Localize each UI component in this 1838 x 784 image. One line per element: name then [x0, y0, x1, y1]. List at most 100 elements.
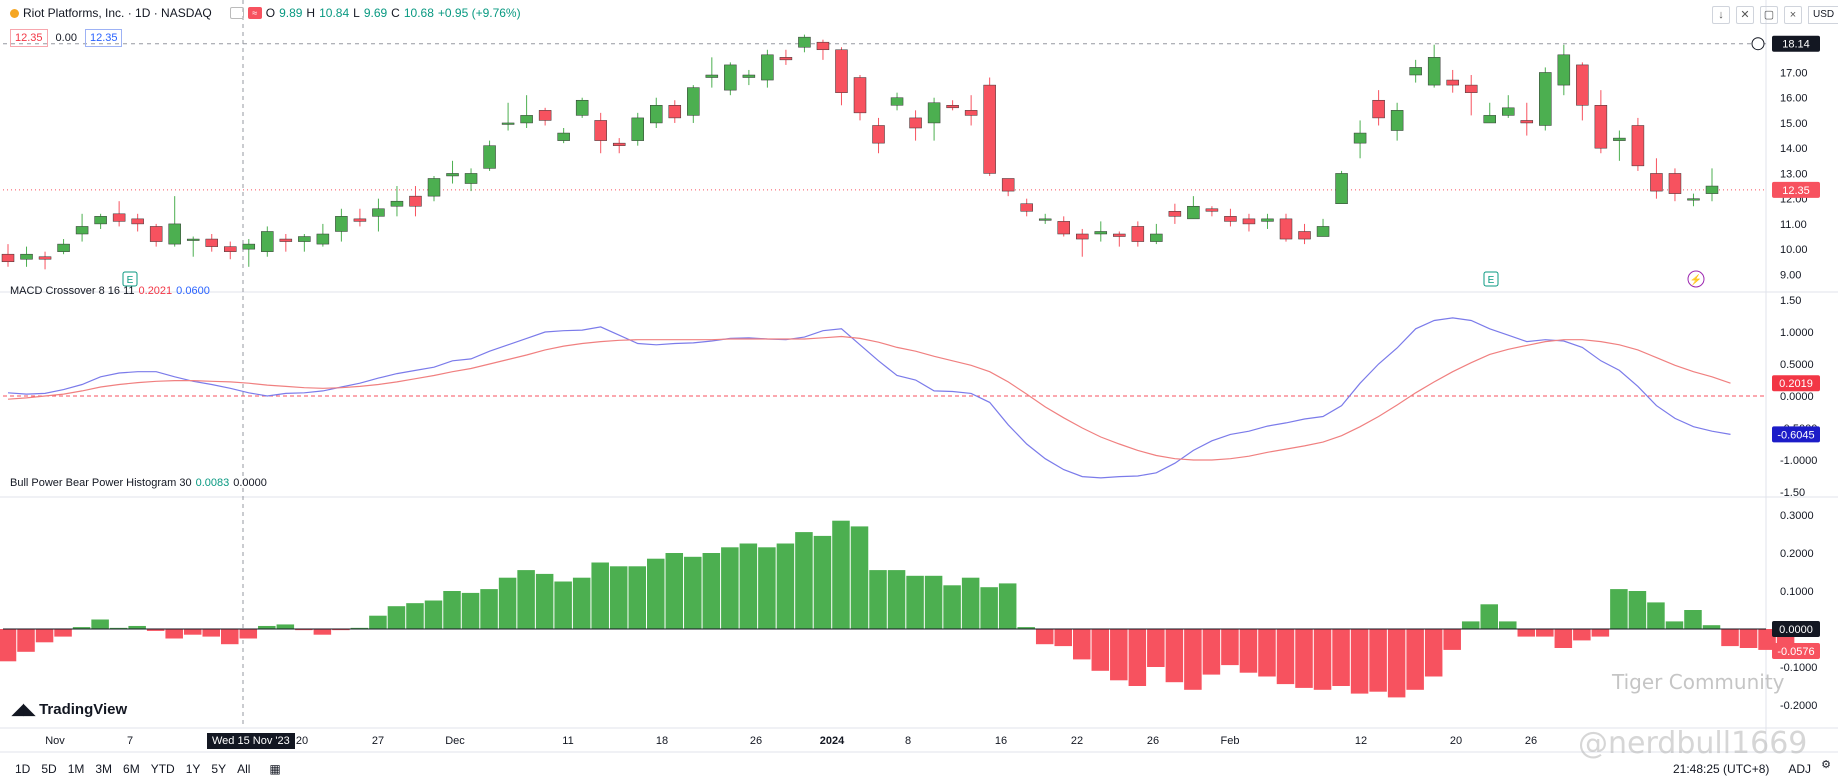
- histogram-bar: [980, 587, 998, 629]
- candle-body: [520, 115, 533, 124]
- histogram-bar: [406, 603, 424, 629]
- histogram-bar: [1424, 629, 1443, 677]
- time-tick-label: 2024: [820, 735, 845, 747]
- macd-title: MACD Crossover 8 16 11: [10, 285, 135, 297]
- candle-body: [631, 117, 644, 141]
- histogram-bar: [609, 566, 628, 629]
- histogram-bar: [961, 577, 980, 629]
- histogram-bar: [146, 629, 165, 631]
- candle-body: [1242, 218, 1256, 225]
- candle-body: [261, 231, 274, 252]
- close-icon[interactable]: ×: [1784, 6, 1802, 24]
- bbp-value-2: 0.0000: [233, 477, 267, 489]
- macd-legend: MACD Crossover 8 16 11 0.2021 0.0600: [10, 285, 210, 297]
- histogram-bar: [332, 629, 350, 631]
- candle-body: [612, 142, 626, 146]
- histogram-tick-label: 0.2000: [1780, 548, 1814, 560]
- range-1d[interactable]: 1D: [15, 762, 31, 776]
- candle-body: [279, 238, 293, 242]
- range-5y[interactable]: 5Y: [211, 762, 227, 776]
- macd-value-macd: 0.0600: [176, 285, 210, 297]
- watermark-handle: @nerdbull1669: [1578, 726, 1808, 761]
- histogram-bar: [1499, 621, 1517, 629]
- histogram-bar: [369, 615, 387, 629]
- histogram-bar: [1665, 621, 1684, 629]
- candle-body: [890, 97, 904, 106]
- range-1y[interactable]: 1Y: [185, 762, 201, 776]
- histogram-bar: [1480, 604, 1498, 629]
- candle-body: [501, 122, 515, 125]
- adj-toggle[interactable]: ADJ: [1788, 762, 1812, 776]
- high-price-tag-bg: [1772, 35, 1820, 52]
- histogram-bar: [869, 570, 887, 629]
- ohlc-close: 10.68: [403, 6, 434, 20]
- calendar-icon[interactable]: ▦: [269, 762, 281, 776]
- histogram-bar: [0, 629, 17, 662]
- histogram-bar: [1295, 629, 1313, 688]
- candle-body: [1038, 218, 1052, 221]
- tradingview-logo: ◢◣ TradingView: [12, 700, 128, 719]
- arrow-down-icon[interactable]: ↓: [1712, 6, 1730, 24]
- histogram-bar: [1350, 629, 1369, 694]
- buy-price-button[interactable]: 12.35: [84, 29, 123, 47]
- sell-price-button[interactable]: 12.35: [10, 29, 48, 47]
- candle-body: [1502, 107, 1515, 116]
- currency-button[interactable]: USD: [1808, 6, 1838, 24]
- maximize-icon[interactable]: ▢: [1760, 6, 1778, 24]
- histogram-bar: [1758, 629, 1776, 650]
- ohlc-change: +0.95 (+9.76%): [437, 6, 521, 20]
- histogram-bar: [1647, 602, 1665, 629]
- histogram-bar: [517, 570, 535, 629]
- range-1m[interactable]: 1M: [67, 762, 85, 776]
- candle-body: [1187, 205, 1200, 220]
- histogram-bar: [1147, 629, 1165, 667]
- candle-body: [390, 200, 404, 207]
- histogram-bar: [1387, 629, 1406, 698]
- tradingview-brand: TradingView: [39, 700, 128, 718]
- macd-tick-label: 1.50: [1780, 295, 1801, 307]
- candle-body: [1020, 203, 1033, 212]
- histogram-zero-tag: 0.0000: [1779, 624, 1813, 636]
- histogram-bar: [1721, 629, 1739, 647]
- collapse-icon[interactable]: ✕: [1736, 6, 1754, 24]
- histogram-bar: [1536, 629, 1554, 637]
- histogram-bar: [350, 627, 369, 629]
- histogram-bar: [1239, 629, 1258, 673]
- histogram-bar: [313, 629, 332, 635]
- candle-body: [409, 195, 422, 207]
- macd-last-tag-bg: [1772, 426, 1820, 443]
- histogram-bar: [276, 624, 295, 629]
- candle-body: [38, 256, 52, 260]
- histogram-tick-label: -0.2000: [1780, 700, 1817, 712]
- range-ytd[interactable]: YTD: [150, 762, 175, 776]
- bbp-value-1: 0.0083: [195, 477, 230, 489]
- range-all[interactable]: All: [237, 762, 251, 776]
- range-5d[interactable]: 5D: [41, 762, 57, 776]
- histogram-bar: [387, 606, 406, 629]
- settings-icon: ⚙: [1821, 759, 1831, 771]
- candle-body: [1687, 198, 1700, 201]
- dividend-marker-icon: [1687, 270, 1705, 288]
- candle-body: [650, 105, 663, 124]
- histogram-last-tag: -0.0576: [1777, 646, 1814, 658]
- histogram-bar: [572, 577, 591, 629]
- candle-body: [1427, 57, 1441, 86]
- macd-tick-label: -1.0000: [1780, 455, 1817, 467]
- macd-line: [7, 317, 1731, 479]
- waves-icon[interactable]: ≈: [247, 7, 262, 19]
- trade-buttons: 12.35 0.00 12.35: [10, 29, 123, 47]
- candle-body: [835, 49, 848, 93]
- last-price-tag-bg: [1772, 181, 1820, 198]
- macd-tick-label: -1.50: [1780, 487, 1805, 499]
- eye-icon[interactable]: [229, 7, 244, 19]
- candle-body: [131, 218, 144, 225]
- histogram-bar: [535, 573, 554, 629]
- histogram-bar: [1110, 629, 1128, 681]
- candle-body: [724, 64, 737, 91]
- candle-body: [1113, 233, 1126, 237]
- range-6m[interactable]: 6M: [123, 762, 140, 776]
- range-3m[interactable]: 3M: [95, 762, 113, 776]
- time-tick-label: 16: [995, 735, 1007, 747]
- macd-tick-label: 1.0000: [1780, 327, 1814, 339]
